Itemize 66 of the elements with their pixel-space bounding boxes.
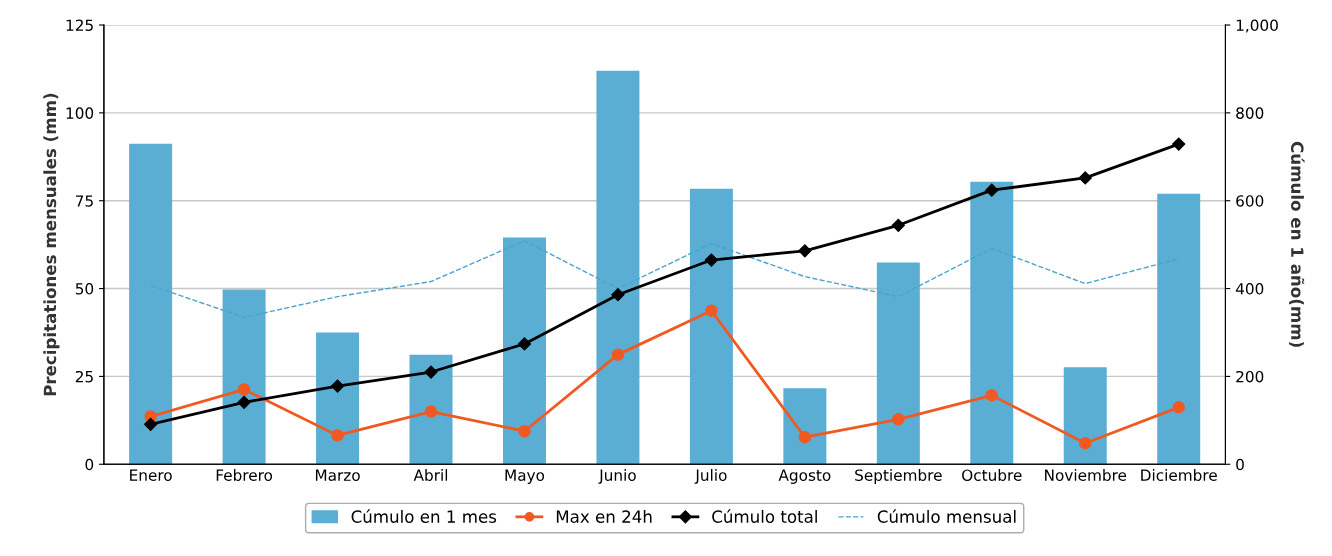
bar xyxy=(876,262,920,465)
point xyxy=(517,337,532,351)
point xyxy=(611,288,625,302)
point xyxy=(1078,436,1092,450)
bar xyxy=(1157,193,1201,465)
y-tick-label: 75 xyxy=(75,195,93,207)
point xyxy=(1172,401,1185,414)
point xyxy=(611,348,625,361)
bar xyxy=(316,332,360,465)
point xyxy=(518,424,531,438)
x-tick-label: Febrero xyxy=(216,469,273,481)
x-tick-label: Enero xyxy=(130,469,172,481)
point xyxy=(331,429,344,442)
line-series xyxy=(149,240,1180,319)
y2-tick-label: 0 xyxy=(1236,458,1244,471)
y-tick-label: 125 xyxy=(66,19,93,32)
legend-label: Cúmulo total xyxy=(712,509,817,523)
x-tick-label: Agosto xyxy=(778,469,831,484)
y-tick-label: 100 xyxy=(66,107,94,119)
point xyxy=(237,383,251,396)
y2-tick-label: 400 xyxy=(1235,283,1264,295)
y-axis-title: Precipitationes mensuales (mm) xyxy=(43,93,60,396)
y2-tick-label: 600 xyxy=(1236,195,1264,207)
x-tick-label: Abril xyxy=(413,469,448,481)
point xyxy=(144,417,158,431)
y2-tick-label: 1,000 xyxy=(1236,19,1278,33)
legend-label: Cúmulo en 1 mes xyxy=(351,509,497,523)
bar xyxy=(1063,367,1107,465)
bar xyxy=(970,181,1014,465)
point xyxy=(704,253,718,267)
bar xyxy=(783,388,827,465)
point xyxy=(237,395,251,409)
point xyxy=(985,389,999,402)
bar xyxy=(222,289,266,465)
y-tick-label: 50 xyxy=(75,283,94,295)
x-tick-label: Septiembre xyxy=(855,469,942,484)
point xyxy=(424,365,438,379)
point xyxy=(798,244,812,258)
point xyxy=(1078,171,1092,185)
x-tick-label: Diciembre xyxy=(1141,469,1217,481)
y2-tick-label: 200 xyxy=(1236,370,1264,383)
point xyxy=(892,413,905,426)
bar xyxy=(596,70,640,465)
point xyxy=(891,218,905,232)
y-tick-label: 0 xyxy=(85,458,94,471)
point xyxy=(424,405,438,418)
legend-label: Cúmulo mensual xyxy=(877,509,1016,523)
y2-axis-title: Cúmulo en 1 año(mm) xyxy=(1289,141,1305,347)
y-tick-label: 25 xyxy=(75,370,93,383)
y2-tick-label: 800 xyxy=(1236,107,1264,119)
legend-label: Max en 24h xyxy=(556,510,652,523)
point xyxy=(330,379,345,393)
bar xyxy=(502,237,546,465)
x-tick-label: Julio xyxy=(694,469,727,484)
x-tick-label: Marzo xyxy=(315,469,360,481)
bar xyxy=(129,143,173,465)
x-tick-label: Octubre xyxy=(962,469,1022,481)
x-tick-label: Junio xyxy=(598,469,636,484)
point xyxy=(1172,137,1186,151)
point xyxy=(705,304,718,317)
x-tick-label: Noviembre xyxy=(1045,469,1127,481)
point xyxy=(985,183,999,197)
x-tick-label: Mayo xyxy=(505,469,545,484)
bar xyxy=(689,188,733,465)
bar xyxy=(409,354,453,465)
point xyxy=(798,430,812,444)
